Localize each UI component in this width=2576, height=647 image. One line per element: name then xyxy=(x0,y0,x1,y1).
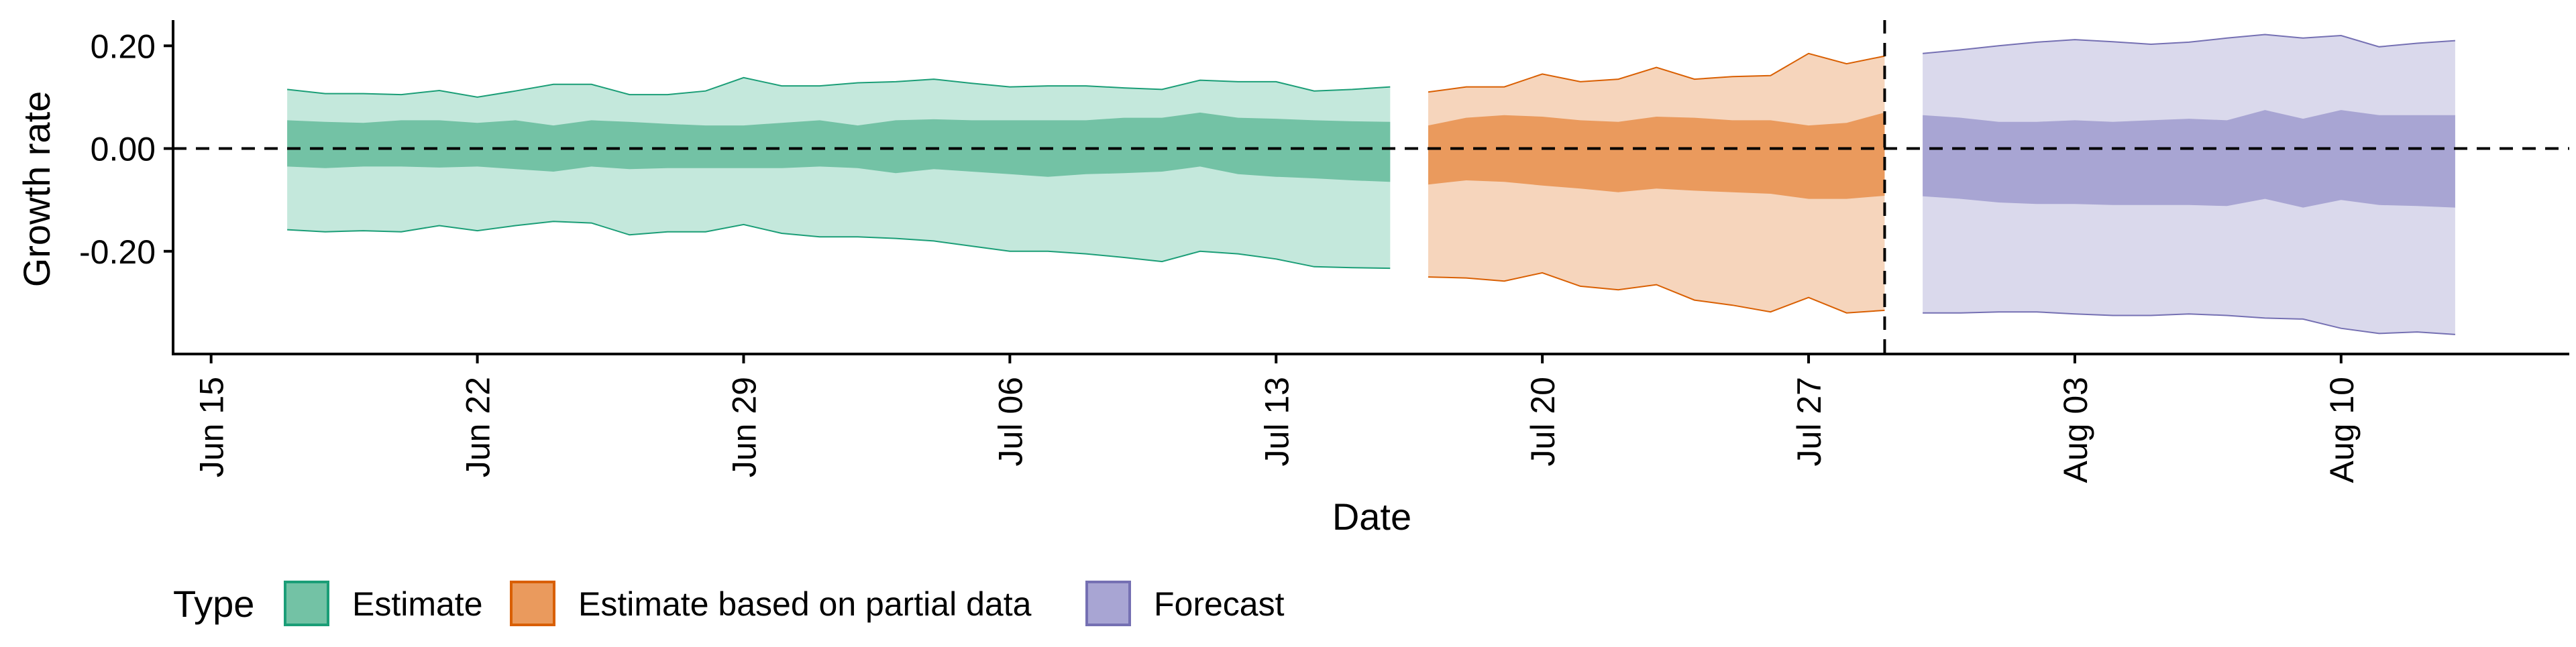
x-tick-label: Jun 22 xyxy=(460,377,497,477)
reference-lines-layer xyxy=(173,20,2569,354)
series-1-inner-band xyxy=(1428,112,1885,199)
y-tick-label: 0.00 xyxy=(91,131,156,168)
y-axis-title: Growth rate xyxy=(15,91,58,288)
series-2-inner-band xyxy=(1923,110,2455,208)
x-tick-label: Aug 10 xyxy=(2323,377,2361,483)
series-1-group xyxy=(1428,52,1885,314)
x-tick-label: Jul 13 xyxy=(1258,377,1295,466)
x-tick-label: Jul 20 xyxy=(1524,377,1562,466)
x-axis-title: Date xyxy=(1332,495,1411,538)
y-tick-label: 0.20 xyxy=(91,27,156,65)
x-tick-label: Aug 03 xyxy=(2057,377,2094,483)
y-ticks-layer: 0.20 0.00 -0.20 xyxy=(79,27,173,271)
bands-layer xyxy=(286,34,2455,335)
legend-label-0: Estimate xyxy=(352,585,483,623)
legend-key-2 xyxy=(1085,581,1131,626)
series-2-group xyxy=(1923,34,2455,335)
series-0-outer-band xyxy=(287,77,1391,269)
series-2-lower-edge xyxy=(1923,311,2455,335)
legend-key-0 xyxy=(284,581,329,626)
x-tick-label: Jul 27 xyxy=(1790,377,1828,466)
axes-layer xyxy=(172,20,2569,355)
x-tick-label: Jul 06 xyxy=(991,377,1029,466)
series-0-upper-edge xyxy=(286,76,1391,98)
legend: Type Estimate Estimate based on partial d… xyxy=(173,581,1285,626)
series-2-upper-edge xyxy=(1923,34,2455,54)
x-ticks-layer: Jun 15 Jun 22 Jun 29 Jul 06 Jul 13 Jul 20 Jul … xyxy=(193,354,2361,483)
legend-key-1 xyxy=(510,581,555,626)
series-0-lower-edge xyxy=(287,221,1391,270)
legend-label-2: Forecast xyxy=(1154,585,1285,623)
series-0-group xyxy=(286,76,1391,270)
legend-label-1: Estimate based on partial data xyxy=(578,585,1032,623)
legend-title: Type xyxy=(173,583,254,625)
series-1-upper-edge xyxy=(1428,52,1885,93)
x-tick-label: Jun 29 xyxy=(726,377,763,477)
y-tick-label: -0.20 xyxy=(79,233,156,271)
x-tick-label: Jun 15 xyxy=(193,377,231,477)
series-1-lower-edge xyxy=(1428,272,1885,314)
